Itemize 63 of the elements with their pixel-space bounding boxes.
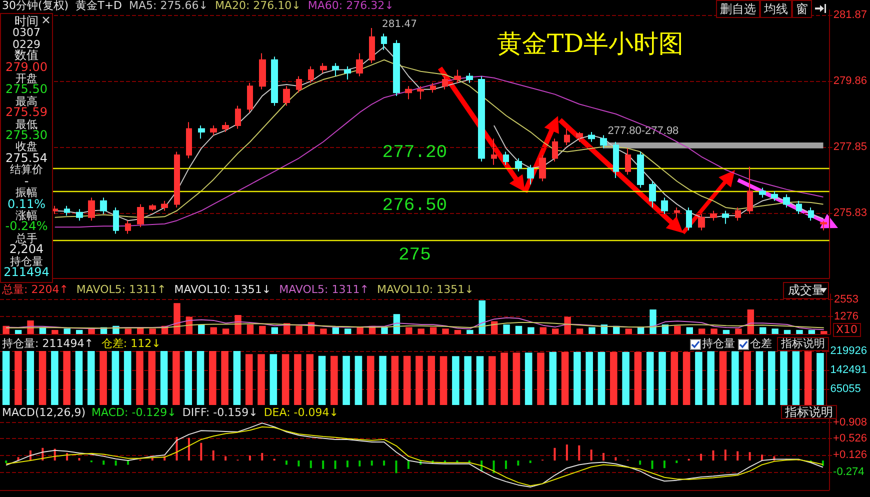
annotation: MAVOL10: 1351↓ — [174, 283, 272, 296]
y-tick-label: -0.274 — [833, 466, 864, 478]
annotation: 仓差: 112↓ — [101, 337, 161, 350]
annotation: 总手 — [16, 232, 38, 245]
annotation: 时间 — [14, 14, 38, 28]
annotation: MAVOL5: 1311↑ — [279, 283, 369, 296]
annotation: 持仓量 — [10, 254, 43, 268]
text: 黄金TD半小时图 — [497, 29, 684, 58]
y-tick-label: 65055 — [830, 383, 861, 396]
annotation: 指标说明 — [785, 405, 833, 419]
annotation: 0.11% — [6, 196, 47, 210]
annotation: DEA: -0.094↓ — [264, 406, 338, 419]
annotation: MA60: 276.32↓ — [308, 0, 394, 12]
y-tick-label: +0.908 — [833, 416, 867, 428]
annotation: 均线 — [760, 0, 792, 18]
annotation: - — [24, 174, 29, 188]
annotation: MA5: 275.66↓ — [129, 0, 208, 12]
ref-line-label: 275 — [398, 245, 431, 266]
annotation: MA20: 276.10↓ — [214, 0, 301, 12]
annotation: 结算价 — [9, 163, 44, 176]
annotation: 成交量 — [783, 282, 829, 299]
annotation: 收盘 — [16, 140, 38, 154]
annotation: 0229 — [12, 38, 42, 51]
annotation: 275.59 — [4, 105, 48, 120]
y-tick-label: 281.87 — [833, 8, 868, 21]
annotation: MACD(12,26,9) — [2, 406, 86, 419]
annotation: 振幅 — [16, 186, 38, 200]
annotation: 总量: 2204↑ — [2, 283, 68, 296]
annotation: MAVOL5: 1311↑ — [76, 283, 166, 296]
annotation: 持仓量 — [702, 337, 735, 350]
annotation: 最高 — [16, 94, 38, 108]
annotation: 窗 — [792, 0, 812, 18]
annotation: 275.54 — [4, 150, 48, 165]
y-tick-label: 279.86 — [833, 74, 868, 87]
annotation: 281.47 — [382, 19, 417, 31]
y-tick-label: 275.83 — [833, 207, 868, 220]
annotation: 30分钟(复权) — [2, 0, 69, 12]
annotation: 黄金T+D — [76, 0, 122, 12]
annotation: DIFF: -0.159↓ — [182, 406, 258, 419]
y-tick-label: 277.85 — [833, 140, 868, 153]
y-tick-label: +0.526 — [833, 432, 867, 444]
ref-line-label: 277.20 — [382, 143, 448, 164]
ref-line-label: 276.50 — [382, 196, 448, 216]
annotation: MAVOL10: 1351↓ — [376, 283, 474, 296]
y-tick-label: 219926 — [830, 344, 868, 357]
text: X10 — [833, 323, 861, 337]
annotation: 2,204 — [8, 242, 45, 256]
annotation: 涨幅 — [16, 208, 38, 222]
y-tick-label: 1276 — [834, 310, 858, 323]
annotation: 删自选 — [716, 0, 760, 18]
annotation: 持仓量: 211494↑ — [2, 337, 94, 350]
annotation: 数值 — [14, 48, 38, 62]
annotation: 279.00 — [4, 60, 48, 74]
annotation: 275.30 — [4, 128, 48, 142]
y-tick-label: 2553 — [834, 293, 858, 306]
annotation: MACD: -0.129↓ — [92, 406, 176, 419]
annotation: 仓差 — [750, 337, 772, 350]
annotation: 0307 — [12, 26, 42, 40]
annotation: 指标说明 — [777, 337, 829, 351]
annotation: -0.24% — [4, 219, 49, 234]
y-tick-label: +0.126 — [833, 449, 867, 462]
y-tick-label: 142491 — [830, 364, 868, 376]
annotation: 最低 — [16, 118, 38, 131]
